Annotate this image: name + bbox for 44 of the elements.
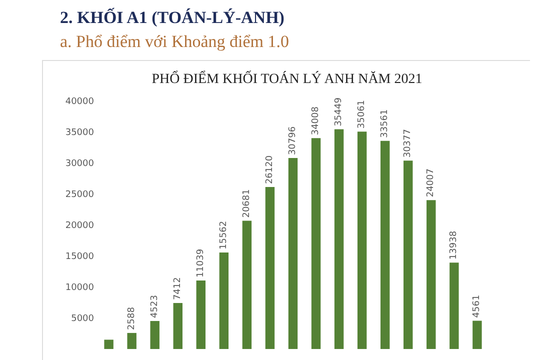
bar	[196, 280, 206, 349]
y-tick-label: 10000	[65, 283, 94, 294]
text: a. Phổ điểm với Khoảng điểm 1.0	[60, 31, 290, 53]
bar	[380, 140, 390, 349]
data-label: 20681	[242, 189, 252, 218]
bar	[357, 132, 367, 349]
bar	[334, 129, 344, 349]
data-label: 35061	[357, 100, 368, 129]
bar	[311, 138, 321, 349]
bar	[219, 252, 229, 349]
data-label: 4523	[150, 295, 160, 318]
bar	[426, 200, 436, 349]
bar	[265, 187, 275, 349]
bar	[472, 320, 482, 349]
data-label: 7412	[172, 277, 183, 300]
y-tick-label: 35000	[65, 128, 94, 138]
bar	[404, 160, 413, 349]
bar	[104, 340, 114, 349]
y-tick-label: 30000	[65, 159, 94, 170]
data-label: 24007	[426, 168, 436, 198]
data-label: 33561	[380, 109, 390, 138]
data-label: 30377	[403, 129, 414, 158]
bar	[288, 158, 298, 349]
data-label: 2588	[126, 306, 137, 330]
data-label: 4561	[472, 294, 482, 318]
chart-title: PHỔ ĐIỂM KHỐI TOÁN LÝ ANH NĂM 2021	[152, 70, 422, 87]
data-label: 34008	[311, 106, 322, 136]
bar	[242, 220, 252, 349]
bar	[150, 320, 160, 349]
bar	[173, 303, 182, 349]
text: 2. KHỐI A1 (TOÁN-LÝ-ANH)	[60, 6, 286, 29]
data-label: 26120	[264, 155, 275, 184]
y-tick-label: 40000	[65, 97, 94, 108]
data-label: 30796	[288, 126, 298, 156]
data-label: 35449	[334, 97, 344, 126]
y-tick-label: 20000	[65, 221, 94, 232]
bar	[127, 332, 136, 349]
data-label: 11039	[196, 248, 206, 278]
data-label: 13938	[449, 230, 460, 260]
data-label: 15562	[218, 220, 229, 250]
y-tick-label: 5000	[71, 314, 94, 324]
y-tick-label: 25000	[65, 190, 94, 200]
bar	[450, 262, 459, 349]
y-tick-label: 15000	[65, 252, 94, 262]
